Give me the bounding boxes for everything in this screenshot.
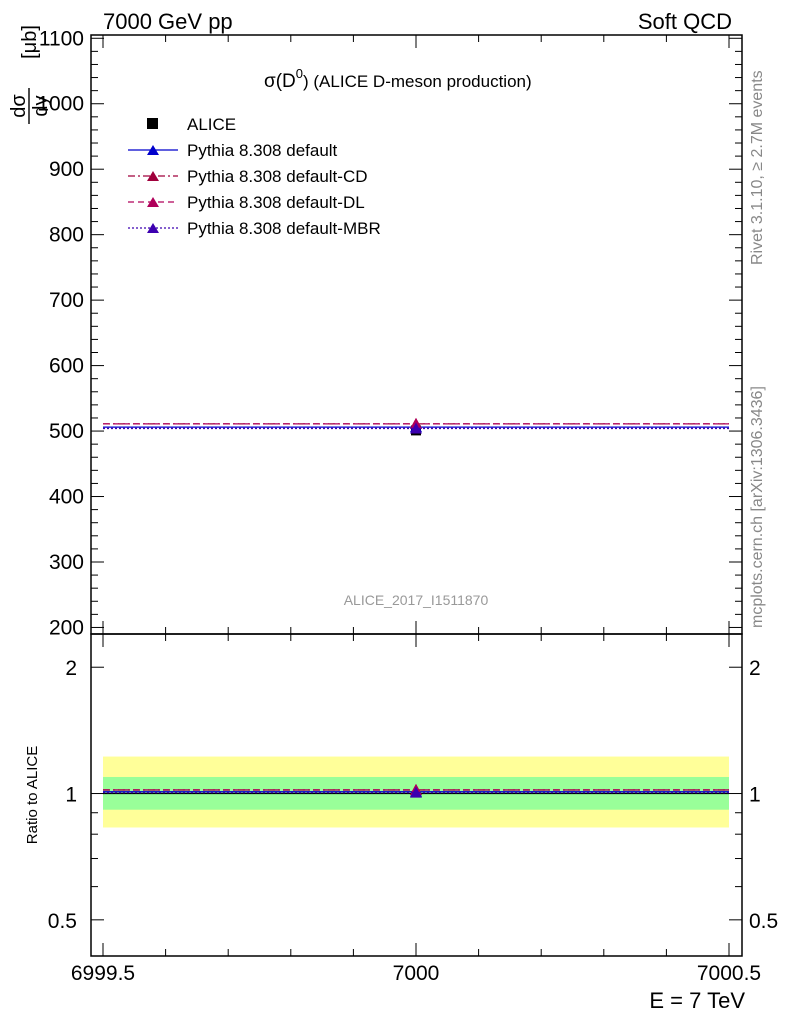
ratio-y-tick-label: 2 (65, 657, 77, 680)
legend-marker-triangle (147, 223, 159, 233)
ratio-series (103, 783, 729, 798)
analysis-watermark: ALICE_2017_I1511870 (344, 592, 489, 608)
main-series (103, 417, 729, 436)
y-tick-label: 900 (49, 158, 84, 181)
ylabel-denominator: dy (30, 95, 52, 116)
legend-label: Pythia 8.308 default-CD (187, 167, 368, 186)
legend-marker-square (147, 118, 158, 129)
ylabel-unit: [μb] (19, 25, 41, 59)
y-tick-label: 700 (49, 289, 84, 312)
legend-entry-alice: ALICE (147, 115, 236, 134)
y-tick-label: 1100 (39, 27, 84, 50)
mc-point (410, 422, 422, 434)
x-axis-label: E = 7 TeV (649, 988, 745, 1013)
legend-marker-triangle (147, 197, 159, 207)
y-tick-label: 1000 (37, 93, 84, 116)
mcplots-label: mcplots.cern.ch [arXiv:1306.3436] (749, 386, 766, 628)
ratio-y-tick-label: 1 (65, 784, 77, 807)
x-tick-label: 7000.5 (697, 962, 761, 985)
x-ticks: 6999.5 7000 7000.5 (71, 634, 761, 985)
header-right: Soft QCD (638, 9, 732, 34)
main-panel: 200 300 400 500 600 700 800 900 1000 1100 σ(D0) (… (8, 25, 743, 639)
ratio-point (410, 786, 422, 798)
y-tick-label: 400 (49, 486, 84, 509)
y-tick-label: 200 (49, 616, 84, 639)
x-tick-label: 7000 (393, 962, 440, 985)
legend-marker-triangle (147, 145, 159, 155)
ratio-y-label: Ratio to ALICE (24, 746, 41, 844)
legend-entry-default: Pythia 8.308 default (128, 141, 338, 160)
legend-label: Pythia 8.308 default-DL (187, 193, 365, 212)
legend-entry-dl: Pythia 8.308 default-DL (128, 193, 365, 212)
y-tick-label: 800 (49, 224, 84, 247)
main-y-ticks: 200 300 400 500 600 700 800 900 1000 1100 (37, 27, 742, 639)
y-tick-label: 300 (49, 551, 84, 574)
legend-label: ALICE (187, 115, 236, 134)
header-left: 7000 GeV pp (103, 9, 233, 34)
ylabel-numerator: dσ (8, 94, 30, 118)
title-main: σ(D (264, 71, 296, 92)
ratio-y-tick-label-right: 0.5 (749, 910, 778, 933)
ratio-y-tick-label: 0.5 (48, 910, 77, 933)
legend: ALICE Pythia 8.308 default Pythia 8.308 … (128, 115, 381, 238)
rivet-label: Rivet 3.1.10, ≥ 2.7M events (749, 70, 766, 265)
title-tail: ) (ALICE D-meson production) (303, 72, 532, 91)
legend-label: Pythia 8.308 default (187, 141, 338, 160)
y-tick-label: 600 (49, 355, 84, 378)
ratio-y-ticks: 0.5 0.5 1 1 2 2 (48, 657, 778, 933)
legend-label: Pythia 8.308 default-MBR (187, 219, 381, 238)
legend-marker-triangle (147, 171, 159, 181)
ratio-panel: 0.5 0.5 1 1 2 2 6999.5 7000 7000.5 Ratio to ALI… (24, 633, 778, 1013)
main-y-label: dσ dy [μb] (8, 25, 52, 124)
main-title: σ(D0) (ALICE D-meson production) (264, 66, 532, 92)
x-tick-label: 6999.5 (71, 962, 135, 985)
legend-entry-mbr: Pythia 8.308 default-MBR (128, 219, 381, 238)
ratio-y-tick-label-right: 1 (749, 784, 761, 807)
legend-entry-cd: Pythia 8.308 default-CD (128, 167, 368, 186)
title-sup: 0 (296, 66, 303, 81)
y-tick-label: 500 (49, 420, 84, 443)
ratio-y-tick-label-right: 2 (749, 657, 761, 680)
